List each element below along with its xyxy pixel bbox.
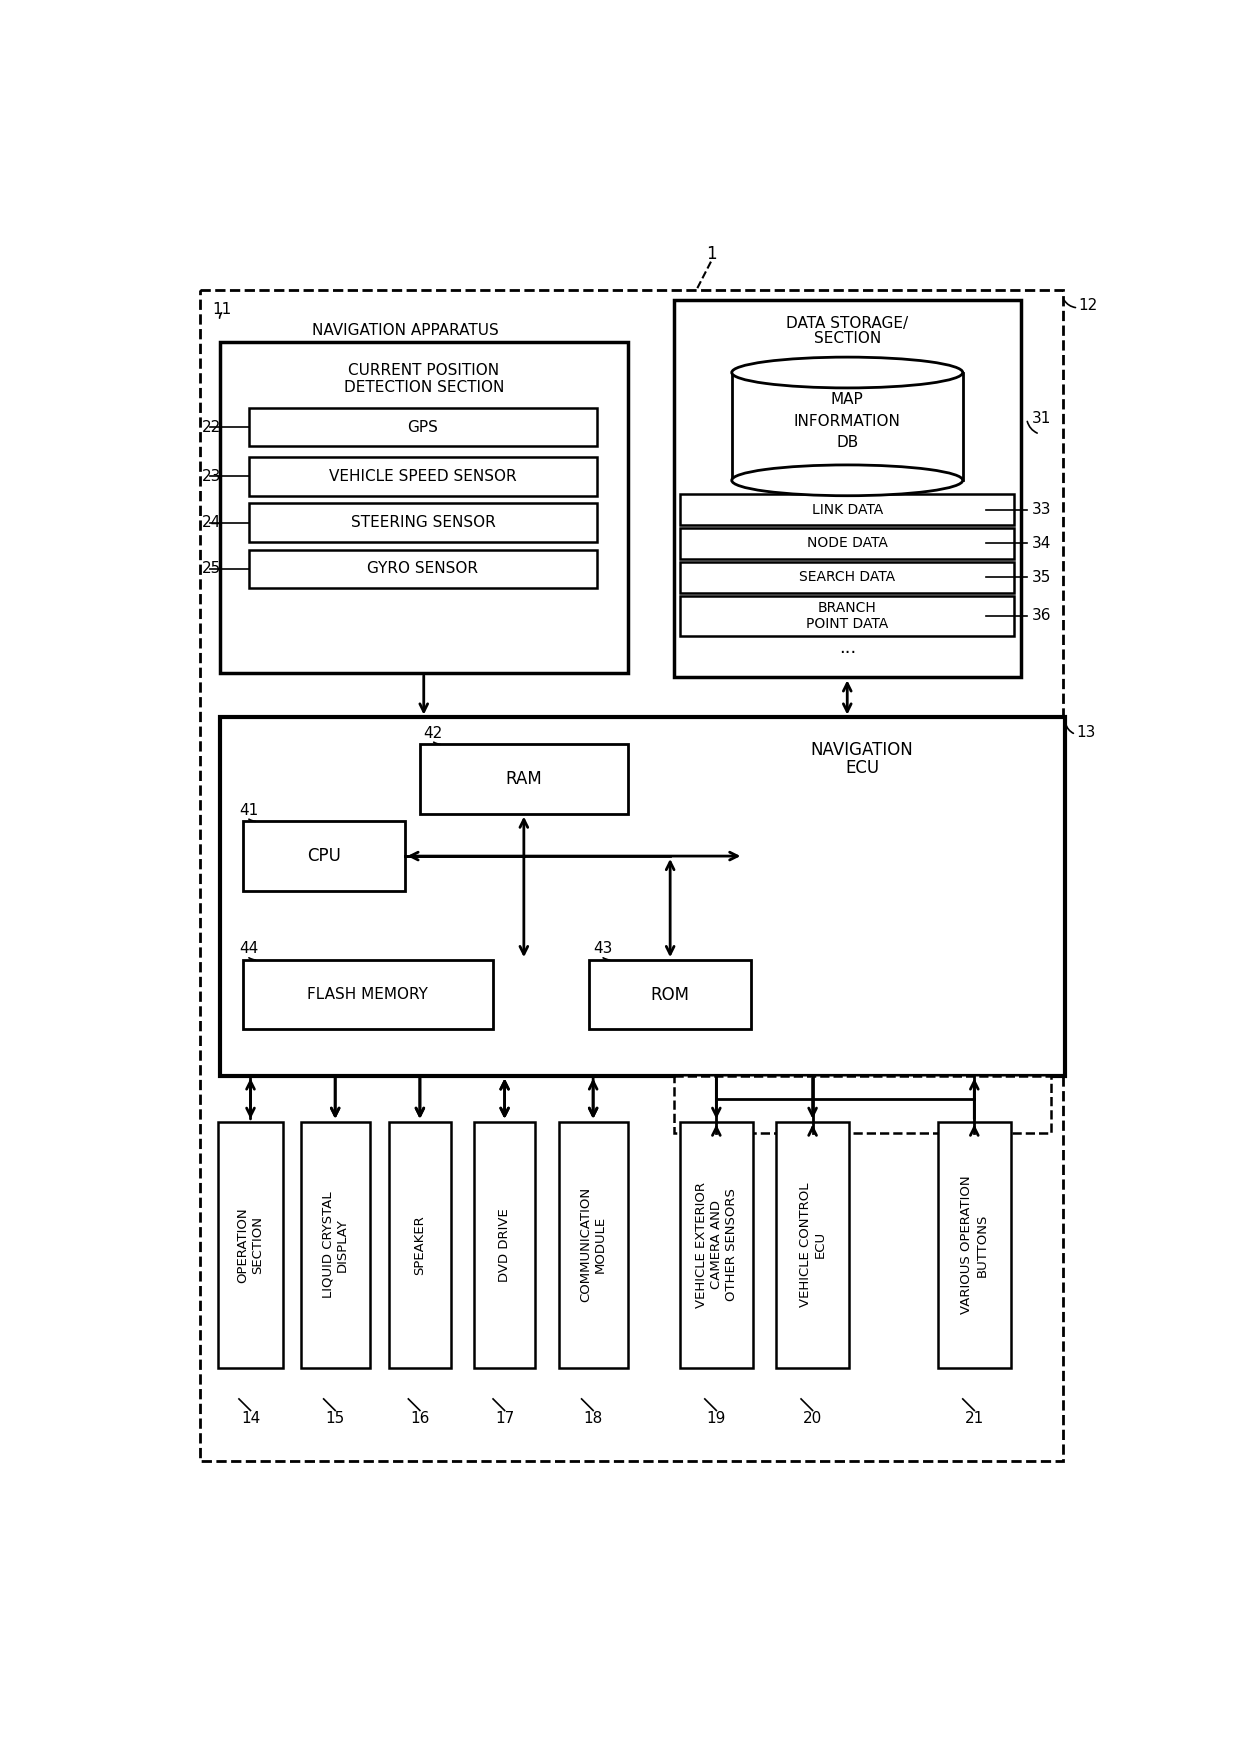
Text: 43: 43 [593,942,613,956]
Text: STEERING SENSOR: STEERING SENSOR [351,514,495,530]
Text: GYRO SENSOR: GYRO SENSOR [367,562,479,576]
Text: LINK DATA: LINK DATA [812,502,883,516]
Bar [681,562,1014,593]
Text: VEHICLE CONTROL
ECU: VEHICLE CONTROL ECU [799,1182,827,1308]
Bar [675,300,1021,677]
Bar [389,1121,450,1367]
Text: 18: 18 [584,1411,603,1425]
Text: 1: 1 [706,244,717,263]
Text: VEHICLE EXTERIOR
CAMERA AND
OTHER SENSORS: VEHICLE EXTERIOR CAMERA AND OTHER SENSOR… [694,1182,738,1308]
Text: OPERATION
SECTION: OPERATION SECTION [237,1207,264,1284]
Ellipse shape [732,358,962,387]
Text: 36: 36 [1032,609,1052,623]
Text: 34: 34 [1032,535,1052,551]
Text: 41: 41 [239,802,258,818]
Bar [681,528,1014,558]
Bar [681,596,1014,637]
Text: CPU: CPU [306,848,341,865]
Text: NAVIGATION APPARATUS: NAVIGATION APPARATUS [312,323,498,338]
Text: 20: 20 [804,1411,822,1425]
Text: 14: 14 [241,1411,260,1425]
Bar [589,959,751,1029]
Bar [681,494,1014,525]
Text: 21: 21 [965,1411,983,1425]
Bar [249,504,596,542]
Text: 16: 16 [410,1411,429,1425]
Bar [776,1121,849,1367]
Text: 13: 13 [1076,726,1095,739]
Text: 15: 15 [326,1411,345,1425]
Bar [732,373,962,480]
Text: NAVIGATION: NAVIGATION [811,741,914,759]
Bar [474,1121,536,1367]
Text: 12: 12 [1079,298,1097,312]
Text: RAM: RAM [506,771,542,788]
Text: 35: 35 [1032,570,1052,584]
Bar [680,1121,753,1367]
Text: 42: 42 [424,726,443,741]
Text: ROM: ROM [651,985,689,1005]
Text: 19: 19 [707,1411,727,1425]
Text: 23: 23 [202,469,222,485]
Text: DVD DRIVE: DVD DRIVE [498,1209,511,1282]
Text: NODE DATA: NODE DATA [807,537,888,551]
Text: BRANCH
POINT DATA: BRANCH POINT DATA [806,600,888,631]
Text: SPEAKER: SPEAKER [413,1216,427,1275]
Text: SECTION: SECTION [813,331,880,345]
Text: 31: 31 [1032,412,1052,426]
Text: DB: DB [836,434,858,450]
Text: COMMUNICATION
MODULE: COMMUNICATION MODULE [579,1188,608,1303]
Text: MAP: MAP [831,392,863,406]
Bar [219,342,627,673]
Bar [937,1121,1011,1367]
Text: INFORMATION: INFORMATION [794,413,900,429]
Text: ECU: ECU [846,759,879,776]
Text: SEARCH DATA: SEARCH DATA [800,570,895,584]
Text: ...: ... [838,640,856,657]
Bar [249,408,596,446]
Ellipse shape [732,466,962,495]
Text: 17: 17 [495,1411,515,1425]
Text: VARIOUS OPERATION
BUTTONS: VARIOUS OPERATION BUTTONS [960,1175,988,1315]
Text: VEHICLE SPEED SENSOR: VEHICLE SPEED SENSOR [329,469,517,485]
Text: DATA STORAGE/: DATA STORAGE/ [786,316,909,331]
Text: 44: 44 [239,942,258,956]
Bar [201,290,1063,1460]
Text: FLASH MEMORY: FLASH MEMORY [308,987,428,1003]
Bar [558,1121,627,1367]
Text: LIQUID CRYSTAL
DISPLAY: LIQUID CRYSTAL DISPLAY [321,1191,350,1298]
Text: 33: 33 [1032,502,1052,516]
Bar [249,457,596,495]
Bar [219,717,1065,1076]
Text: 24: 24 [202,514,221,530]
Bar [420,745,627,814]
Bar [675,1076,1052,1134]
Text: 22: 22 [202,420,221,434]
Text: 11: 11 [212,302,231,317]
Bar [300,1121,370,1367]
Text: CURRENT POSITION: CURRENT POSITION [348,363,500,378]
Text: GPS: GPS [408,420,439,434]
Bar [243,959,494,1029]
Bar [243,821,404,891]
Text: DETECTION SECTION: DETECTION SECTION [343,380,503,396]
Bar [218,1121,283,1367]
Bar [249,549,596,588]
Text: 25: 25 [202,562,221,576]
